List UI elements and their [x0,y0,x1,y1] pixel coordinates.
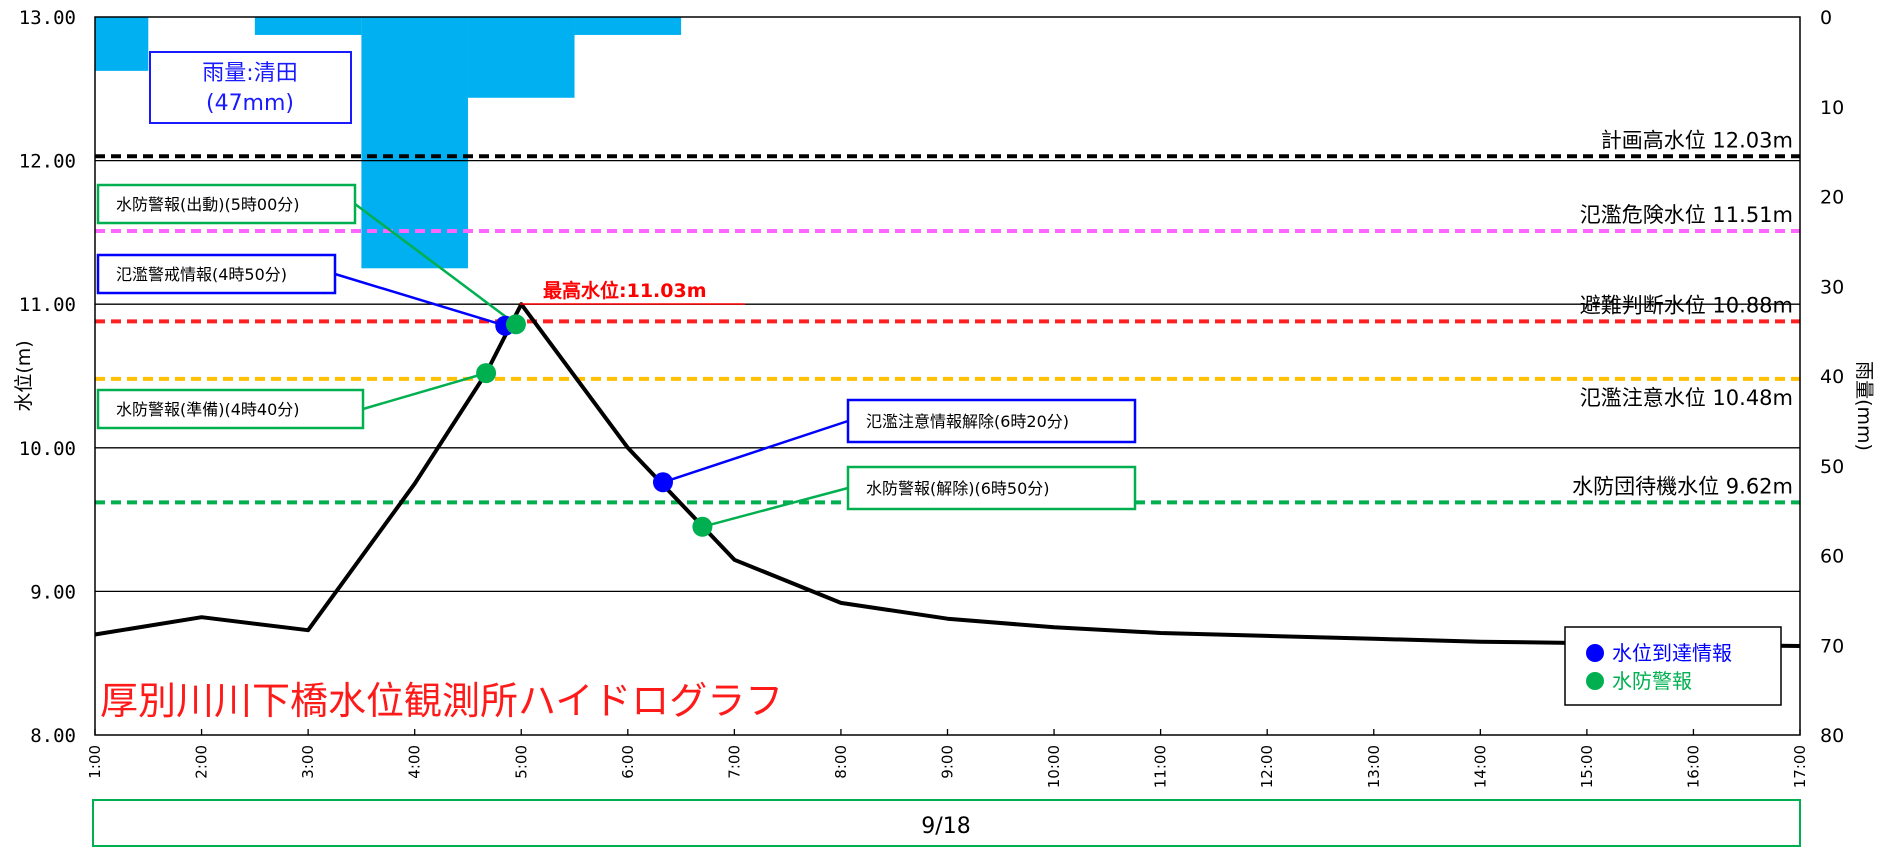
y2-tick-label: 10 [1820,97,1844,119]
event-callout-label: 水防警報(出動)(5時00分) [116,195,300,214]
rain-bar [574,17,682,35]
y2-tick-label: 0 [1820,7,1832,29]
chart-title: 厚別川川下橋水位観測所ハイドログラフ [100,679,783,723]
y2-tick-label: 30 [1820,276,1844,298]
reference-level-label: 水防団待機水位 9.62m [1572,474,1793,498]
reference-level-label: 避難判断水位 10.88m [1580,293,1793,317]
x-tick-label: 1:00 [86,745,104,779]
legend-marker-green [1586,672,1604,690]
rain-label-box [149,51,352,124]
y-axis-left: 8.00 9.00 10.00 11.00 12.00 13.00 [19,7,76,747]
plot-frame [94,16,1801,736]
y2-tick-label: 40 [1820,366,1844,388]
x-axis: 1:00 2:00 3:00 4:00 5:00 6:00 7:00 8:00 9:00 10:0… [86,729,1809,788]
x-tick-label: 10:00 [1045,745,1063,788]
event-callout-box [96,183,357,225]
reference-level-label: 氾濫危険水位 11.51m [1580,203,1793,227]
rainfall-bars [95,17,682,269]
gridlines [95,159,1800,593]
event-callout-box [96,253,337,295]
peak-label: 最高水位:11.03m [543,279,707,302]
event-callout-box [846,398,1137,444]
event-leader-line [702,486,849,528]
rain-label-station: 雨量:清田 [202,61,297,86]
rain-bar [467,17,575,98]
reference-level-label: 計画高水位 12.03m [1601,128,1793,152]
y-axis-left-label: 水位(m) [13,340,35,411]
x-tick-label: 17:00 [1791,745,1809,788]
date-box [92,799,1801,847]
event-marker [692,516,713,537]
x-tick-label: 8:00 [832,745,850,779]
y2-tick-label: 20 [1820,187,1844,209]
rain-bar [254,17,362,35]
x-tick-label: 12:00 [1258,745,1276,788]
event-callout-label: 水防警報(準備)(4時40分) [116,400,300,419]
x-tick-label: 16:00 [1684,745,1702,788]
rain-bar [361,17,468,269]
water-level-line [94,302,1801,648]
y-axis-right: 0 10 20 30 40 50 60 70 80 [1820,7,1844,747]
water-level-series [94,302,1801,648]
x-tick-label: 4:00 [406,745,424,779]
x-tick-label: 7:00 [725,745,743,779]
x-tick-label: 14:00 [1471,745,1489,788]
event-marker [505,314,526,335]
y-tick-label: 12.00 [19,151,76,173]
x-tick-label: 3:00 [299,745,317,779]
event-callout-box [96,388,365,430]
event-leader-line [334,272,506,327]
rain-bar [95,17,149,71]
x-tick-label: 9:00 [939,745,957,779]
event-leader-line [354,202,517,326]
rain-label-total: (47mm) [206,91,294,116]
y-tick-label: 10.00 [19,438,76,460]
legend-label-green: 水防警報 [1612,669,1692,693]
x-tick-label: 11:00 [1152,745,1170,788]
x-tick-label: 2:00 [193,745,211,779]
reference-level-label: 氾濫注意水位 10.48m [1580,386,1793,410]
y2-tick-label: 80 [1820,725,1844,747]
event-leader-line [662,419,849,484]
y-axis-right-label: 雨量(mm) [1853,361,1875,451]
event-callouts: 水防警報(出動)(5時00分) 氾濫警戒情報(4時50分) 水防警報(準備)(4時4… [96,183,1137,528]
y2-tick-label: 50 [1820,456,1844,478]
legend: 水位到達情報 水防警報 [1564,626,1782,706]
event-markers [476,314,713,537]
y2-tick-label: 70 [1820,635,1844,657]
event-callout-label: 氾濫注意情報解除(6時20分) [866,412,1069,431]
event-callout-label: 氾濫警戒情報(4時50分) [116,265,287,284]
x-tick-label: 15:00 [1578,745,1596,788]
event-marker [476,363,497,384]
y-tick-label: 8.00 [30,725,76,747]
y-tick-label: 9.00 [30,581,76,603]
event-marker [652,472,673,493]
y-tick-label: 11.00 [19,294,76,316]
legend-box [1564,626,1782,706]
date-label: 9/18 [921,814,970,839]
reference-levels: 計画高水位 12.03m 氾濫危険水位 11.51m 避難判断水位 10.88m 氾濫… [95,128,1800,505]
y-tick-label: 13.00 [19,7,76,29]
legend-marker-blue [1586,644,1604,662]
event-callout-label: 水防警報(解除)(6時50分) [866,479,1050,498]
legend-label-blue: 水位到達情報 [1612,641,1732,665]
x-tick-label: 5:00 [512,745,530,779]
y2-tick-label: 60 [1820,546,1844,568]
x-tick-label: 13:00 [1365,745,1383,788]
x-tick-label: 6:00 [619,745,637,779]
event-leader-line [362,371,487,411]
event-callout-box [846,465,1137,511]
